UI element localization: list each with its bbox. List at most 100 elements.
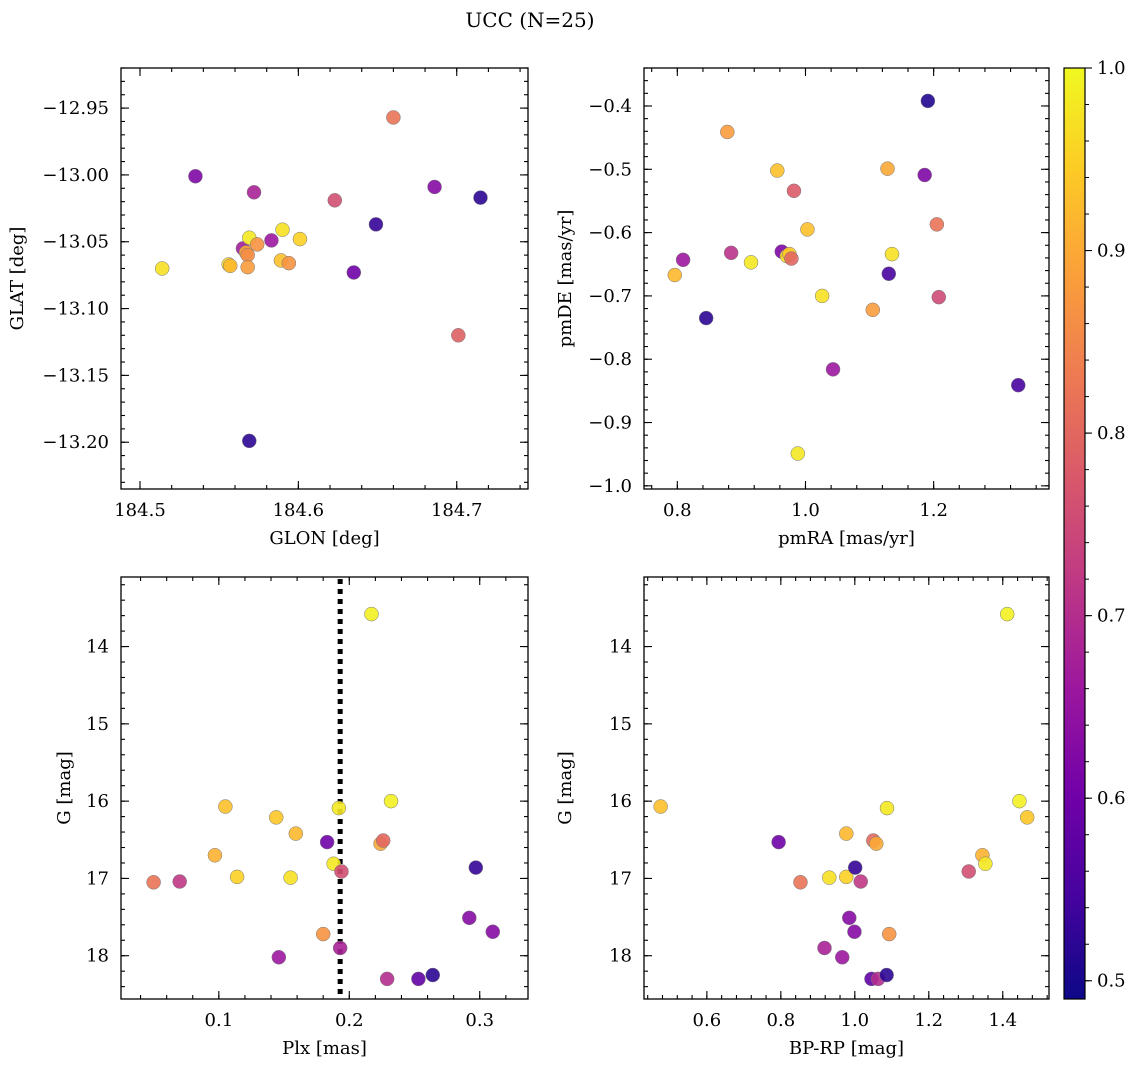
scatter-point: [451, 328, 466, 343]
scatter-point: [473, 190, 488, 205]
x-tick-label: 0.8: [663, 500, 692, 521]
scatter-point: [743, 255, 759, 270]
axes-frame: [643, 576, 1050, 1000]
scatter-points: [146, 606, 501, 987]
x-tick-label: 184.6: [273, 500, 325, 521]
scatter-point: [218, 799, 233, 814]
y-tick-label: −13.05: [42, 232, 109, 253]
y-tick-label: −13.15: [42, 365, 109, 386]
scatter-point: [839, 869, 854, 885]
x-axis-label: Plx [mas]: [282, 1038, 367, 1059]
scatter-point: [847, 924, 862, 940]
scatter-point: [411, 971, 426, 987]
scatter-point: [786, 183, 802, 199]
scatter-point: [268, 810, 284, 825]
x-tick-label: 0.1: [205, 1010, 234, 1031]
scatter-point: [264, 233, 279, 248]
axis-ticks: [644, 577, 1049, 999]
scatter-point: [331, 800, 347, 816]
scatter-point: [188, 169, 203, 184]
scatter-point: [249, 237, 265, 252]
scatter-point: [961, 864, 976, 879]
scatter-point: [485, 924, 501, 940]
y-axis-label: G [mag]: [54, 751, 75, 824]
x-axis-label: pmRA [mas/yr]: [778, 528, 915, 549]
y-axis-label: pmDE [mas/yr]: [555, 210, 576, 348]
scatter-point: [154, 261, 170, 276]
scatter-point: [920, 93, 936, 109]
scatter-point: [800, 222, 815, 237]
scatter-point: [881, 926, 897, 942]
scatter-point: [327, 193, 343, 208]
x-tick-label: 1.0: [841, 1010, 870, 1031]
panel-pmra-pmde: 0.8 1.0 1.2 −0.4 −0.5 −0.6 −0.7 −0.8 −0.9 −1.0 pmR…: [555, 67, 1050, 549]
scatter-point: [865, 302, 881, 318]
scatter-points: [154, 110, 488, 449]
scatter-point: [784, 251, 799, 266]
scatter-point: [847, 860, 863, 875]
y-tick-label: −0.6: [588, 223, 632, 244]
x-axis-label: GLON [deg]: [269, 528, 379, 549]
scatter-point: [292, 231, 308, 247]
x-tick-label: 1.2: [914, 1010, 943, 1031]
scatter-point: [375, 833, 391, 848]
scatter-point: [242, 433, 257, 449]
x-tick-label: 0.6: [693, 1010, 722, 1031]
colorbar-tick-label: 1.0: [1097, 58, 1126, 79]
x-tick-label: 0.3: [465, 1010, 494, 1031]
scatter-point: [288, 826, 304, 841]
y-tick-label: 16: [609, 791, 632, 812]
scatter-point: [825, 362, 841, 377]
y-tick-label: −0.5: [588, 159, 632, 180]
y-tick-label: 15: [609, 714, 632, 735]
scatter-point: [834, 950, 850, 965]
y-tick-label: 14: [86, 637, 109, 658]
y-tick-label: 18: [86, 946, 109, 967]
scatter-point: [229, 869, 245, 885]
scatter-point: [271, 950, 287, 965]
figure-title: UCC (N=25): [465, 8, 594, 32]
x-tick-label: 1.2: [919, 500, 948, 521]
y-tick-label: −12.95: [42, 98, 109, 119]
y-tick-label: −0.8: [588, 349, 632, 370]
axis-ticks: [644, 67, 1049, 489]
scatter-point: [842, 910, 857, 926]
scatter-point: [275, 222, 290, 237]
y-axis-label: GLAT [deg]: [7, 227, 28, 331]
x-tick-label: 1.0: [791, 500, 820, 521]
scatter-point: [929, 217, 945, 232]
colorbar-tick-label: 0.5: [1097, 971, 1126, 992]
scatter-point: [368, 217, 384, 232]
colorbar-gradient: [1063, 67, 1086, 1000]
scatter-point: [246, 185, 262, 200]
scatter-point: [814, 288, 830, 304]
scatter-point: [468, 860, 484, 875]
y-tick-label: −13.10: [42, 299, 109, 320]
y-tick-label: 15: [86, 714, 109, 735]
scatter-point: [839, 826, 854, 841]
scatter-point: [1012, 793, 1027, 809]
axis-ticks: [121, 67, 528, 489]
scatter-point: [334, 864, 349, 879]
scatter-point: [386, 110, 401, 125]
colorbar-tick-label: 0.7: [1097, 606, 1126, 627]
scatter-points: [653, 606, 1035, 987]
scatter-point: [917, 167, 932, 183]
axes-frame: [120, 67, 529, 490]
scatter-point: [223, 258, 238, 274]
scatter-point: [240, 259, 255, 275]
scatter-point: [879, 800, 895, 816]
scatter-point: [931, 289, 947, 305]
axis-ticks: [121, 577, 528, 999]
scatter-point: [283, 870, 298, 885]
panel-grid: 184.5 184.6 184.7 −12.95 −13.00 −13.05 −13.10 −…: [7, 67, 1050, 1059]
x-tick-label: 1.4: [988, 1010, 1017, 1031]
y-tick-label: −1.0: [588, 476, 632, 497]
scatter-point: [346, 265, 362, 280]
scatter-point: [879, 967, 894, 983]
x-axis-label: BP-RP [mag]: [789, 1038, 904, 1059]
colorbar-tick-label: 0.9: [1097, 241, 1126, 262]
scatter-point: [881, 266, 897, 282]
colorbar-tick-label: 0.6: [1097, 788, 1126, 809]
